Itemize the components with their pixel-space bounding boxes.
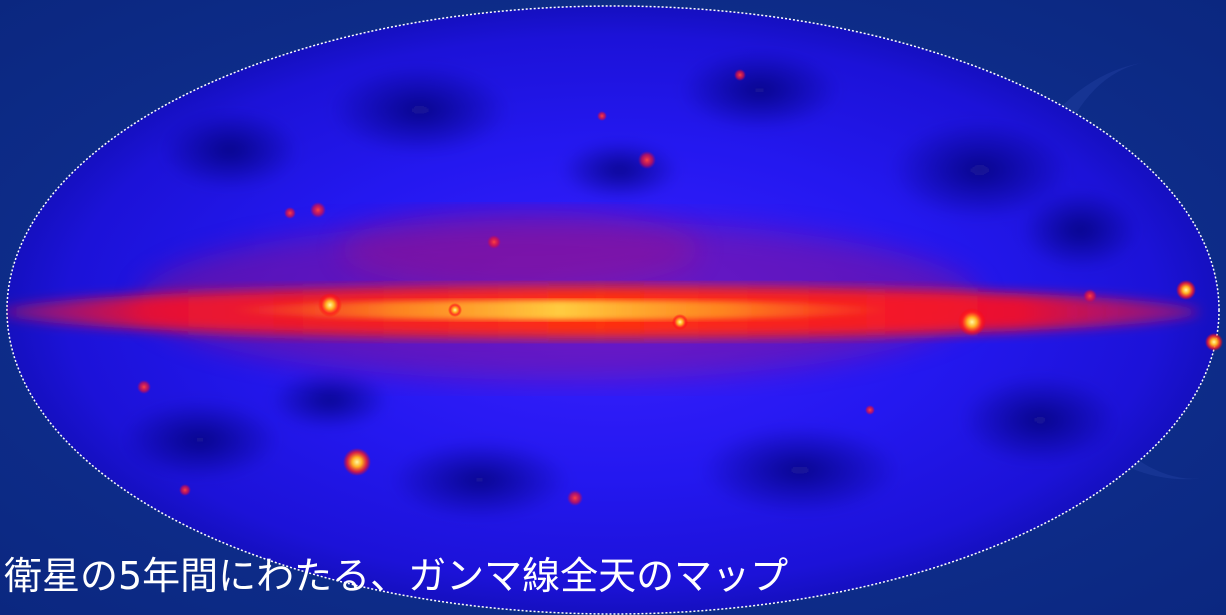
- source-upper: [638, 151, 656, 169]
- source-lmc: [343, 448, 371, 476]
- point-sources: [137, 69, 1223, 506]
- source-right-edge-2: [1205, 333, 1223, 351]
- source-vela: [958, 308, 986, 336]
- slide-caption: ミ衛星の5年間にわたる、ガンマ線全天のマップ: [0, 554, 789, 598]
- source-crab: [318, 293, 342, 317]
- dark-patches: [120, 50, 1140, 520]
- galactic-core: [230, 300, 890, 320]
- source-right-edge: [1176, 280, 1196, 300]
